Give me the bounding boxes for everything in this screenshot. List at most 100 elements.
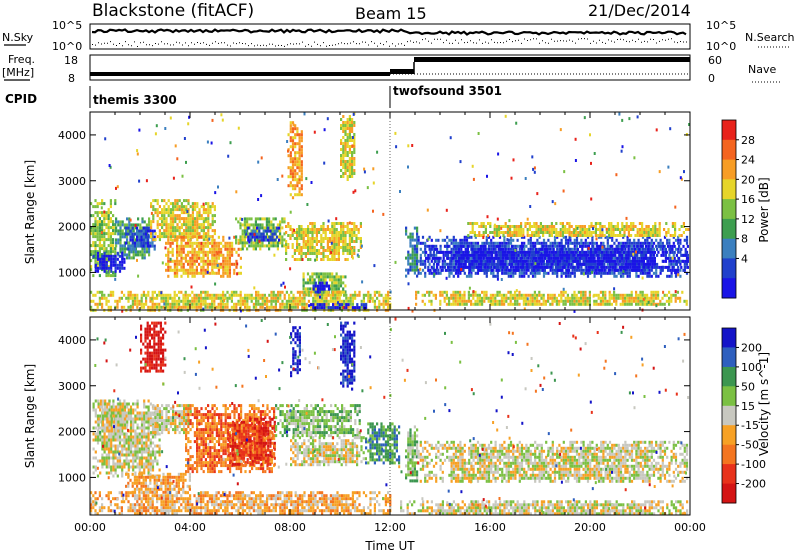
echo-cell <box>610 228 613 231</box>
echo-cell <box>206 262 209 266</box>
echo-cell <box>184 305 187 309</box>
echo-cell <box>140 293 143 297</box>
echo-cell <box>520 271 524 275</box>
echo-cell <box>649 253 652 257</box>
echo-cell <box>145 223 148 227</box>
echo-cell <box>625 228 628 231</box>
echo-cell <box>220 274 223 278</box>
echo-cell <box>592 259 595 263</box>
echo-cell <box>532 253 535 257</box>
echo-cell <box>581 253 584 257</box>
echo-cell <box>319 284 322 288</box>
echo-cell <box>289 228 292 231</box>
echo-cell <box>244 296 247 300</box>
echo-cell <box>116 251 119 255</box>
echo-cell <box>259 302 262 306</box>
echo-cell <box>357 228 360 231</box>
echo-cell <box>291 246 294 249</box>
echo-cell <box>105 296 108 300</box>
echo-cell <box>346 258 349 261</box>
echo-cell <box>134 296 137 300</box>
echo-cell <box>581 231 584 234</box>
echo-cell <box>480 234 483 237</box>
echo-cell <box>546 262 549 266</box>
echo-cell <box>289 237 292 240</box>
echo-cell <box>548 234 551 237</box>
echo-cell <box>340 299 343 303</box>
echo-cell <box>484 250 487 254</box>
echo-cell <box>439 271 442 275</box>
echo-cell <box>517 265 520 269</box>
echo-cell <box>572 265 575 269</box>
echo-cell <box>314 296 317 300</box>
echo-cell <box>502 231 505 234</box>
echo-cell <box>653 250 656 254</box>
echo-cell <box>353 121 356 124</box>
echo-cell <box>683 262 686 266</box>
echo-cell <box>340 231 343 234</box>
echo-cell <box>359 225 362 228</box>
echo-cell <box>557 231 560 234</box>
echo-cell <box>549 268 552 272</box>
echo-cell <box>196 229 199 233</box>
echo-cell <box>477 253 480 257</box>
echo-cell <box>116 263 119 267</box>
echo-cell <box>266 302 269 306</box>
echo-cell <box>314 293 317 297</box>
echo-cell <box>448 296 451 300</box>
echo-cell <box>626 271 629 275</box>
echo-cell <box>323 299 326 303</box>
echo-cell <box>590 259 593 263</box>
echo-cell <box>473 259 476 263</box>
echo-cell <box>555 231 558 234</box>
echo-cell <box>417 290 420 294</box>
echo-cell <box>649 234 652 237</box>
echo-cell <box>537 250 540 254</box>
echo-cell <box>631 256 634 260</box>
echo-cell <box>94 293 97 297</box>
echo-cell <box>235 265 238 269</box>
echo-cell <box>569 238 572 242</box>
echo-cell <box>343 293 346 297</box>
echo-cell <box>622 247 625 251</box>
echo-cell <box>342 121 345 124</box>
echo-cell <box>289 193 292 197</box>
echo-cell <box>257 296 260 300</box>
echo-cell <box>184 271 187 275</box>
echo-cell <box>174 214 177 218</box>
echo-cell <box>616 256 619 260</box>
echo-region <box>405 226 419 278</box>
echo-cell <box>302 237 305 240</box>
echo-cell <box>281 235 284 239</box>
echo-cell <box>105 302 108 306</box>
echo-cell <box>101 199 104 203</box>
echo-cell <box>174 235 177 239</box>
echo-cell <box>660 265 663 269</box>
echo-cell <box>309 287 312 291</box>
echo-cell <box>338 293 341 297</box>
echo-cell <box>267 238 270 242</box>
echo-cell <box>517 259 520 263</box>
echo-cell <box>332 293 335 297</box>
echo-cell <box>639 241 642 245</box>
echo-cell <box>382 296 385 300</box>
echo-cell <box>302 275 305 279</box>
echo-cell <box>136 299 139 303</box>
echo-cell <box>103 263 106 267</box>
echo-cell <box>376 305 379 309</box>
echo-cell <box>477 262 480 266</box>
echo-cell <box>579 253 582 257</box>
echo-cell <box>433 256 436 260</box>
echo-cell <box>298 133 301 137</box>
echo-cell <box>226 305 229 309</box>
echo-cell <box>421 250 425 254</box>
echo-cell <box>450 250 453 254</box>
echo-cell <box>474 244 477 248</box>
echo-cell <box>566 231 569 234</box>
echo-cell <box>450 262 453 266</box>
echo-cell <box>129 247 132 251</box>
echo-cell <box>595 241 598 245</box>
echo-cell <box>145 238 148 242</box>
echo-cell <box>287 154 290 158</box>
echo-cell <box>413 265 416 269</box>
